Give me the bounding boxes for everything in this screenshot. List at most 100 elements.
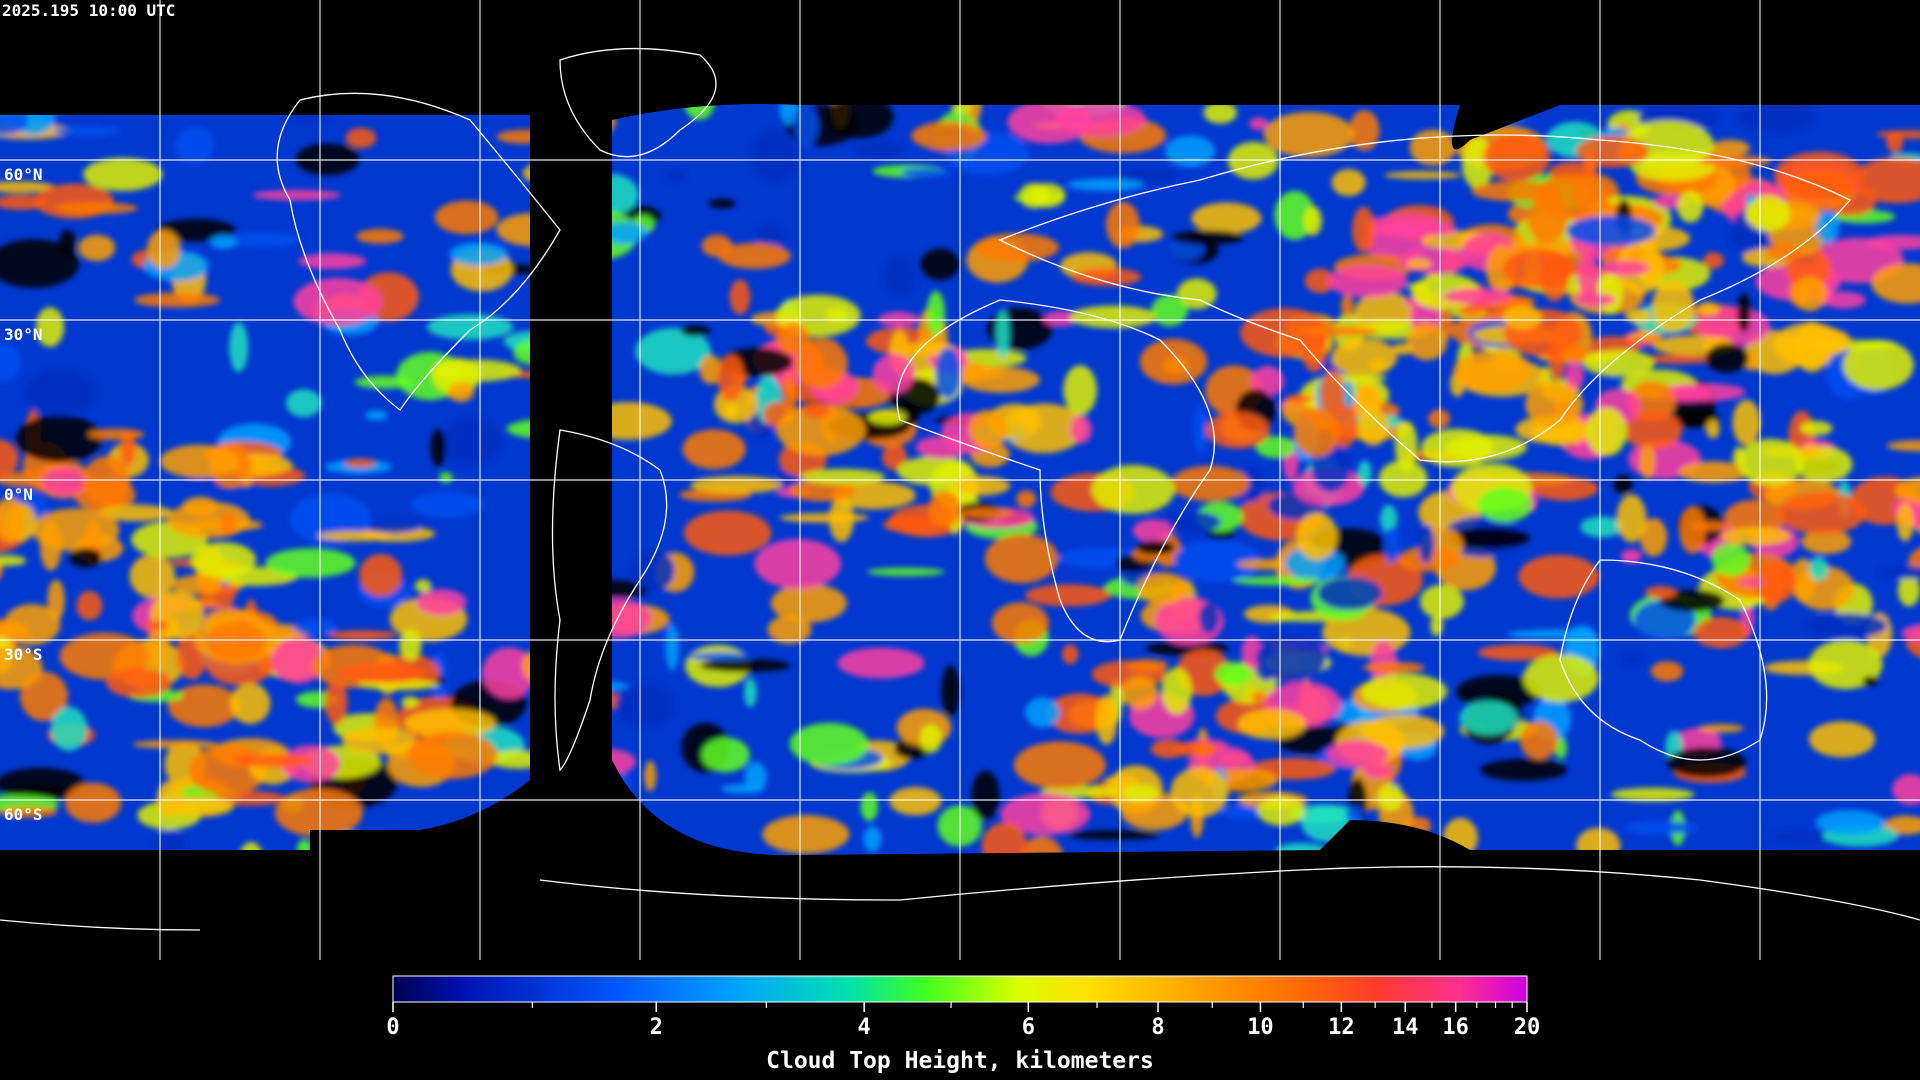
cloud-blob	[1706, 419, 1720, 439]
cloud-blob	[1067, 830, 1160, 840]
cloud-blob	[1525, 382, 1584, 427]
cloud-blob	[682, 429, 746, 470]
cloud-blob	[1623, 410, 1683, 450]
cloud-blob	[688, 652, 754, 661]
cloud-blob	[884, 256, 916, 297]
cloud-blob	[960, 507, 1014, 519]
cloud-blob	[146, 229, 181, 269]
cloud-blob	[175, 127, 215, 164]
cloud-blob	[1420, 428, 1494, 468]
cloud-blob	[1642, 354, 1716, 364]
cloud-blob	[1349, 110, 1380, 151]
cloud-blob	[1127, 659, 1169, 673]
cloud-blob	[968, 409, 1008, 449]
cloud-blob	[416, 589, 467, 616]
cloud-blob	[317, 530, 391, 542]
cloud-blob	[0, 806, 58, 818]
cloud-blob	[1650, 661, 1684, 682]
cloud-blob	[1800, 420, 1833, 436]
cloud-blob	[1070, 415, 1092, 444]
cloud-blob	[1237, 708, 1306, 740]
cloud-blob	[1406, 322, 1448, 361]
cloud-blob	[1639, 518, 1668, 557]
cloud-blob	[1659, 589, 1725, 612]
cloud-blob	[789, 722, 869, 766]
cloud-blob	[1165, 135, 1215, 167]
cloud-blob	[666, 168, 685, 181]
cloud-blob	[635, 328, 711, 375]
cloud-blob	[1377, 783, 1404, 812]
cloud-blob	[281, 744, 341, 783]
cloud-blob	[1745, 195, 1791, 232]
cloud-blob	[1677, 191, 1704, 223]
cloud-blob	[1428, 409, 1450, 429]
cloud-blob	[438, 472, 453, 483]
cloud-blob	[1862, 676, 1879, 686]
cloud-blob	[271, 637, 326, 684]
colorbar: Cloud Top Height, kilometers 0 2 4 6 8 10 12 14…	[386, 975, 1540, 1074]
cloud-blob	[1507, 205, 1530, 223]
cloud-blob	[1249, 117, 1269, 131]
coastlines	[0, 47, 1920, 931]
cloud-blob	[1161, 667, 1192, 715]
cloud-blob	[1442, 288, 1513, 305]
cloud-blob	[794, 337, 848, 389]
cloud-blob	[1625, 308, 1651, 324]
colorbar-tick-label: 4	[858, 1015, 871, 1040]
cloud-blob	[35, 307, 65, 347]
cloud-blob	[1025, 697, 1060, 728]
cloud-blob	[404, 708, 496, 738]
colorbar-tick-label: 2	[650, 1015, 663, 1040]
cloud-blob	[1303, 206, 1323, 236]
cloud-blob	[401, 696, 419, 708]
cloud-blob	[1894, 476, 1920, 505]
colorbar-tick-label: 8	[1151, 1015, 1164, 1040]
cloud-blob	[1679, 506, 1707, 554]
cloud-blob	[0, 181, 55, 193]
cloud-blob	[1896, 503, 1914, 542]
cloud-blob	[602, 222, 647, 244]
satellite-imagery	[0, 0, 1920, 960]
cloud-blob	[359, 553, 403, 597]
cloud-blob	[1043, 311, 1079, 327]
cloud-blob	[1296, 512, 1338, 561]
cloud-blob	[1151, 294, 1188, 327]
cloud-blob	[1019, 836, 1064, 856]
cloud-blob	[1304, 268, 1336, 294]
cloud-blob	[826, 307, 849, 323]
cloud-blob	[1061, 644, 1079, 665]
cloud-blob	[1625, 820, 1699, 835]
cloud-blob	[1257, 796, 1305, 826]
cloud-blob	[919, 724, 942, 754]
cloud-blob	[1395, 421, 1418, 472]
cloud-blob	[1613, 475, 1633, 495]
cloud-blob	[1340, 294, 1354, 317]
cloud-blob	[1621, 654, 1642, 665]
cloud-blob	[1331, 338, 1398, 377]
cloud-blob	[1456, 674, 1540, 709]
timestamp: 2025.195 10:00 UTC	[2, 1, 175, 20]
cloud-blob	[1150, 739, 1187, 759]
cloud-blob	[1871, 263, 1920, 304]
cloud-blob	[54, 125, 121, 137]
cloud-blob	[1016, 490, 1037, 508]
graticule	[0, 0, 1920, 960]
colorbar-tick-label: 14	[1392, 1015, 1419, 1040]
cloud-blob	[1191, 202, 1262, 235]
cloud-blob	[1616, 494, 1647, 543]
colorbar-title: Cloud Top Height, kilometers	[766, 1048, 1154, 1074]
cloud-blob	[744, 677, 757, 708]
cloud-blob	[1317, 576, 1383, 610]
cloud-blob	[776, 404, 866, 456]
cloud-blob	[1808, 721, 1876, 758]
cloud-blob	[1137, 572, 1188, 605]
cloud-blob	[252, 190, 341, 201]
cloud-blob	[0, 343, 21, 382]
cloud-blob	[1233, 576, 1322, 586]
cloud-blob	[1063, 365, 1097, 416]
cloud-blob	[961, 366, 1040, 393]
colorbar-tick-label: 12	[1328, 1015, 1355, 1040]
cloud-blob	[344, 458, 376, 468]
cloud-blob	[1132, 519, 1173, 543]
